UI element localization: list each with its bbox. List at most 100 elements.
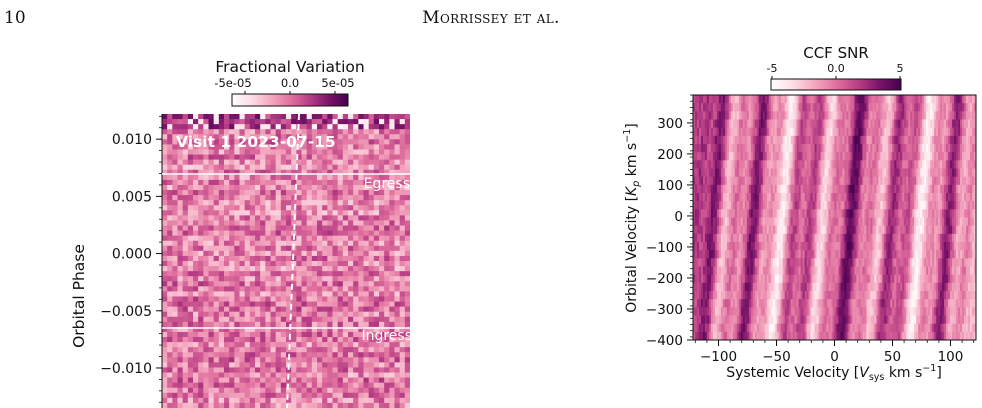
heatmap-cell bbox=[291, 200, 297, 206]
heatmap-cell bbox=[172, 352, 178, 358]
heatmap-cell bbox=[874, 127, 877, 137]
heatmap-cell bbox=[922, 144, 925, 153]
heatmap-cell bbox=[348, 114, 354, 120]
heatmap-cell bbox=[291, 220, 297, 226]
heatmap-cell bbox=[249, 164, 256, 171]
heatmap-cell bbox=[786, 135, 790, 145]
heatmap-cell bbox=[806, 152, 809, 161]
heatmap-cell bbox=[224, 367, 230, 373]
heatmap-cell bbox=[776, 160, 780, 169]
heatmap-cell bbox=[694, 119, 698, 129]
heatmap-cell bbox=[358, 154, 364, 161]
heatmap-cell bbox=[784, 119, 788, 129]
heatmap-cell bbox=[898, 127, 901, 137]
heatmap-cell bbox=[244, 276, 251, 282]
heatmap-cell bbox=[182, 235, 189, 242]
heatmap-cell bbox=[193, 225, 199, 231]
heatmap-cell bbox=[694, 160, 698, 169]
heatmap-cell bbox=[858, 168, 861, 178]
heatmap-cell bbox=[700, 176, 704, 186]
heatmap-cell bbox=[239, 205, 246, 211]
heatmap-cell bbox=[270, 397, 277, 404]
heatmap-cell bbox=[260, 205, 266, 211]
heatmap-cell bbox=[162, 377, 168, 384]
heatmap-cell bbox=[208, 271, 215, 277]
heatmap-cell bbox=[384, 240, 390, 247]
heatmap-cell bbox=[198, 225, 204, 231]
heatmap-cell bbox=[384, 347, 390, 353]
heatmap-cell bbox=[940, 103, 943, 112]
heatmap-cell bbox=[167, 326, 173, 333]
heatmap-cell bbox=[702, 193, 706, 202]
heatmap-cell bbox=[404, 114, 410, 120]
heatmap-cell bbox=[828, 111, 831, 120]
heatmap-cell bbox=[726, 176, 730, 186]
heatmap-cell bbox=[940, 209, 943, 218]
heatmap-cell bbox=[860, 95, 863, 104]
heatmap-cell bbox=[830, 152, 833, 161]
heatmap-cell bbox=[182, 210, 189, 216]
heatmap-cell bbox=[820, 201, 823, 210]
heatmap-cell bbox=[956, 144, 959, 153]
heatmap-cell bbox=[348, 357, 354, 363]
heatmap-cell bbox=[724, 111, 728, 120]
heatmap-cell bbox=[182, 144, 189, 150]
heatmap-cell bbox=[327, 362, 333, 368]
heatmap-cell bbox=[964, 144, 967, 153]
heatmap-cell bbox=[239, 392, 246, 399]
heatmap-cell bbox=[758, 111, 762, 120]
heatmap-cell bbox=[788, 168, 792, 178]
heatmap-cell bbox=[946, 201, 949, 210]
heatmap-cell bbox=[348, 225, 354, 231]
heatmap-cell bbox=[870, 127, 873, 137]
heatmap-cell bbox=[772, 201, 776, 210]
heatmap-cell bbox=[172, 266, 178, 272]
heatmap-cell bbox=[249, 397, 256, 404]
heatmap-cell bbox=[908, 160, 911, 169]
heatmap-cell bbox=[342, 144, 349, 150]
heatmap-cell bbox=[914, 209, 917, 218]
heatmap-cell bbox=[784, 201, 788, 210]
heatmap-cell bbox=[890, 168, 893, 178]
heatmap-cell bbox=[894, 95, 897, 104]
heatmap-cell bbox=[280, 250, 287, 257]
heatmap-cell bbox=[768, 152, 772, 161]
heatmap-cell bbox=[822, 95, 825, 104]
heatmap-cell bbox=[162, 392, 168, 399]
heatmap-cell bbox=[280, 245, 287, 252]
heatmap-cell bbox=[162, 159, 168, 166]
heatmap-cell bbox=[255, 367, 261, 373]
heatmap-cell bbox=[404, 311, 410, 318]
heatmap-cell bbox=[286, 402, 292, 408]
heatmap-cell bbox=[244, 174, 251, 181]
heatmap-cell bbox=[177, 377, 184, 384]
heatmap-cell bbox=[966, 168, 969, 178]
heatmap-cell bbox=[798, 209, 802, 218]
heatmap-cell bbox=[389, 286, 395, 292]
heatmap-cell bbox=[798, 135, 802, 145]
heatmap-cell bbox=[187, 124, 194, 130]
heatmap-cell bbox=[249, 266, 256, 272]
heatmap-cell bbox=[710, 168, 714, 178]
heatmap-cell bbox=[337, 291, 344, 297]
heatmap-cell bbox=[860, 152, 863, 161]
heatmap-cell bbox=[964, 152, 967, 161]
heatmap-cell bbox=[964, 176, 967, 186]
heatmap-cell bbox=[940, 119, 943, 129]
heatmap-cell bbox=[363, 184, 370, 191]
heatmap-cell bbox=[700, 127, 704, 137]
heatmap-cell bbox=[812, 176, 815, 186]
heatmap-cell bbox=[306, 352, 313, 358]
heatmap-cell bbox=[244, 382, 251, 389]
heatmap-cell bbox=[842, 111, 845, 120]
heatmap-cell bbox=[203, 154, 209, 161]
heatmap-cell bbox=[888, 152, 891, 161]
heatmap-cell bbox=[404, 200, 410, 206]
heatmap-cell bbox=[286, 347, 292, 353]
heatmap-cell bbox=[820, 193, 823, 202]
heatmap-cell bbox=[244, 296, 251, 302]
heatmap-cell bbox=[886, 103, 889, 112]
heatmap-cell bbox=[808, 119, 811, 129]
heatmap-cell bbox=[373, 235, 380, 242]
heatmap-cell bbox=[710, 193, 714, 202]
